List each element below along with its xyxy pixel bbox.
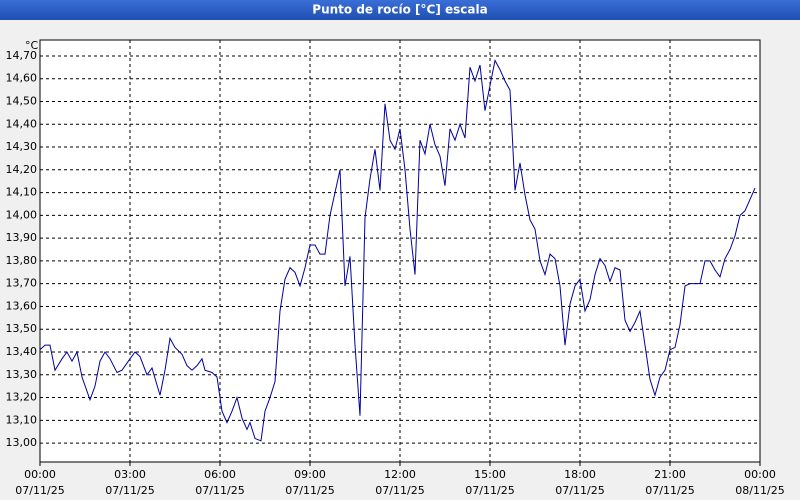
x-tick-date: 08/11/25: [735, 484, 784, 497]
x-tick-date: 07/11/25: [285, 484, 334, 497]
x-tick-date: 07/11/25: [465, 484, 514, 497]
x-tick-label: 15:00: [474, 468, 506, 481]
y-tick-label: 13,80: [6, 254, 38, 267]
y-tick-label: 13,30: [6, 368, 38, 381]
chart-title: Punto de rocío [°C] escala: [312, 3, 487, 17]
y-tick-label: 14,60: [6, 72, 38, 85]
y-tick-label: 13,10: [6, 413, 38, 426]
x-tick-label: 03:00: [114, 468, 146, 481]
y-tick-label: 13,00: [6, 436, 38, 449]
x-tick-label: 00:00: [24, 468, 56, 481]
y-tick-label: 14,00: [6, 208, 38, 221]
title-bar: [0, 0, 800, 20]
x-tick-date: 07/11/25: [555, 484, 604, 497]
x-tick-label: 06:00: [204, 468, 236, 481]
y-tick-label: 13,60: [6, 299, 38, 312]
y-tick-label: 13,70: [6, 277, 38, 290]
x-tick-date: 07/11/25: [375, 484, 424, 497]
y-tick-label: 13,50: [6, 322, 38, 335]
y-unit: °C: [25, 39, 39, 52]
x-tick-date: 07/11/25: [645, 484, 694, 497]
x-tick-label: 21:00: [654, 468, 686, 481]
y-tick-label: 14,40: [6, 117, 38, 130]
x-tick-date: 07/11/25: [105, 484, 154, 497]
x-tick-date: 07/11/25: [15, 484, 64, 497]
y-tick-label: 14,10: [6, 186, 38, 199]
y-tick-label: 13,20: [6, 391, 38, 404]
y-tick-label: 14,50: [6, 94, 38, 107]
y-tick-label: 14,70: [6, 49, 38, 62]
y-tick-label: 13,90: [6, 231, 38, 244]
data-line: [39, 59, 756, 442]
y-tick-label: 14,30: [6, 140, 38, 153]
x-tick-label: 00:00: [744, 468, 776, 481]
y-tick-label: 13,40: [6, 345, 38, 358]
x-tick-label: 09:00: [294, 468, 326, 481]
y-tick-label: 14,20: [6, 163, 38, 176]
x-tick-date: 07/11/25: [195, 484, 244, 497]
x-tick-label: 18:00: [564, 468, 596, 481]
x-tick-label: 12:00: [384, 468, 416, 481]
